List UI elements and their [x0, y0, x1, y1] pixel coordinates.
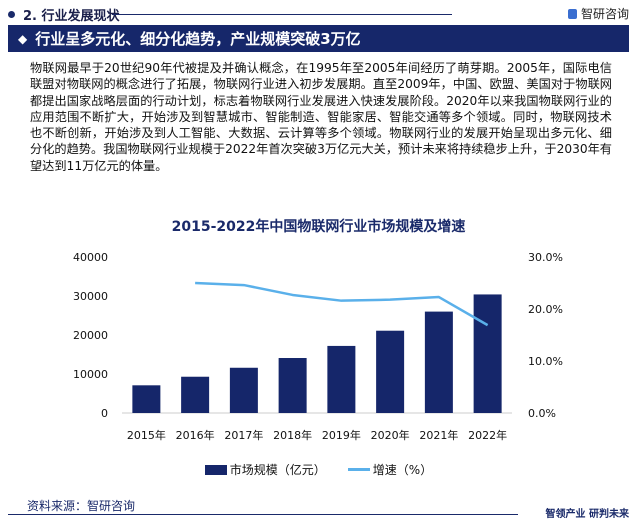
y-left-tick: 10000 [73, 368, 108, 381]
bullet-icon [8, 11, 15, 18]
bar [278, 358, 307, 413]
x-tick: 2022年 [468, 428, 507, 442]
x-tick: 2018年 [273, 428, 312, 442]
line-swatch [347, 468, 370, 471]
x-tick: 2016年 [176, 428, 215, 442]
bar [424, 311, 453, 413]
brand: 智研咨询 [567, 5, 629, 22]
y-left-tick: 20000 [73, 329, 108, 342]
legend-item-line: 增速（%） [347, 461, 433, 478]
body-text: 物联网最早于20世纪90年代被提及并确认概念，在1995年至2005年间经历了萌… [30, 61, 612, 173]
bar-swatch [204, 464, 227, 475]
y-right-tick: 30.0% [528, 251, 563, 264]
y-left-tick: 30000 [73, 290, 108, 303]
y-right-tick: 10.0% [528, 355, 563, 368]
divider [112, 14, 452, 15]
logo-icon [567, 8, 577, 19]
bar [327, 345, 356, 413]
source-note: 资料来源：智研咨询 [27, 499, 136, 513]
section-title: 2. 行业发展现状 [23, 9, 120, 24]
x-tick: 2019年 [322, 428, 361, 442]
y-right-tick: 0.0% [528, 407, 556, 420]
legend-label: 增速（%） [372, 463, 433, 477]
growth-line [195, 281, 489, 327]
banner: ◆ 行业呈多元化、细分化趋势，产业规模突破3万亿 [8, 25, 629, 52]
bar [376, 330, 405, 413]
legend-label: 市场规模（亿元） [229, 463, 326, 477]
legend-item-bar: 市场规模（亿元） [204, 461, 326, 478]
x-tick: 2021年 [419, 428, 458, 442]
bar [132, 385, 161, 413]
x-tick: 2017年 [224, 428, 263, 442]
slogan: 智领产业 研判未来 [545, 509, 629, 520]
section-heading: 2. 行业发展现状 [8, 5, 120, 24]
x-tick: 2015年 [127, 428, 166, 442]
bar [473, 294, 502, 413]
y-left-tick: 40000 [73, 251, 108, 264]
y-right-tick: 20.0% [528, 303, 563, 316]
bar [181, 376, 210, 413]
legend: 市场规模（亿元） 增速（%） [0, 461, 637, 478]
diamond-icon: ◆ [18, 31, 28, 46]
y-left-tick: 0 [101, 407, 108, 420]
bar [229, 367, 258, 413]
x-tick: 2020年 [371, 428, 410, 442]
chart-title: 2015-2022年中国物联网行业市场规模及增速 [171, 219, 466, 235]
footer-divider [8, 514, 518, 515]
brand-name: 智研咨询 [580, 7, 629, 21]
banner-title: 行业呈多元化、细分化趋势，产业规模突破3万亿 [35, 30, 361, 48]
